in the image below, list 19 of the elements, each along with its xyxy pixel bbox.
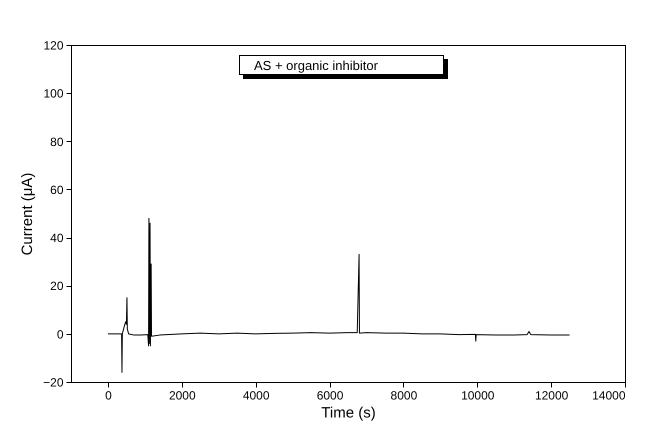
y-axis-title: Current (μA) bbox=[19, 172, 36, 256]
x-tick-label: 6000 bbox=[316, 388, 344, 402]
x-tick-label: 2000 bbox=[168, 388, 196, 402]
x-tick-label: 0 bbox=[105, 388, 112, 402]
y-tick-label: −20 bbox=[43, 376, 64, 390]
x-tick-label: 10000 bbox=[461, 388, 495, 402]
y-tick-label: 0 bbox=[56, 327, 64, 342]
x-tick-label: 12000 bbox=[534, 388, 569, 402]
x-tick-label: 4000 bbox=[242, 388, 270, 402]
y-tick-label: 40 bbox=[50, 231, 64, 246]
y-tick-label: 60 bbox=[50, 182, 64, 197]
x-tick-label: 8000 bbox=[390, 388, 418, 402]
y-tick-label: 20 bbox=[50, 279, 64, 294]
line-series bbox=[107, 218, 570, 373]
y-tick-label: 100 bbox=[43, 86, 64, 101]
x-tick-label: 14000 bbox=[592, 388, 626, 402]
y-tick-label: 80 bbox=[50, 134, 64, 149]
y-tick-label: 120 bbox=[43, 38, 64, 52]
x-axis-title: Time (s) bbox=[321, 404, 376, 422]
